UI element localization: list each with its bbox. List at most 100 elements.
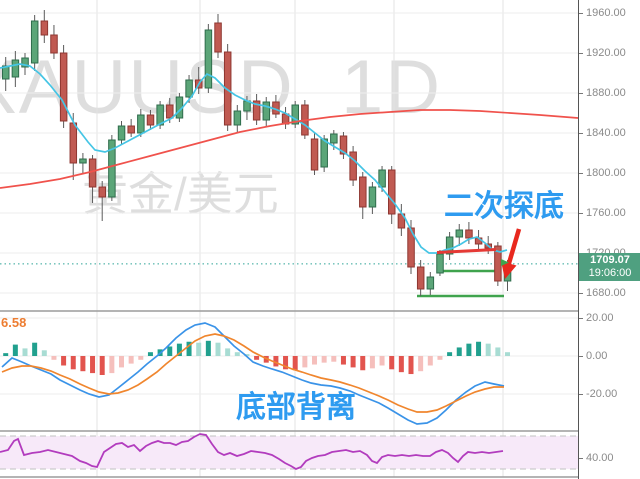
macd-histogram-bar (292, 356, 298, 371)
macd-histogram-bar (70, 356, 76, 370)
candle-body (214, 22, 222, 53)
oscillator-line (0, 433, 504, 471)
candle-body (117, 125, 126, 141)
macd-histogram-bar (408, 356, 414, 375)
candle-body (339, 135, 348, 155)
candle-body (252, 100, 261, 121)
candle-body (233, 110, 242, 126)
candle-body (416, 266, 425, 290)
macd-histogram-bar (244, 354, 250, 356)
macd-histogram-bar (418, 356, 424, 372)
axis-label: 1840.00 (586, 127, 626, 139)
axis-label: 40.00 (586, 452, 614, 464)
last-price: 1709.07 (590, 254, 630, 266)
candle-body (156, 104, 164, 126)
axis-label: 1680.00 (586, 287, 626, 299)
macd-histogram-bar (176, 343, 182, 356)
candle-body (108, 139, 116, 198)
macd-histogram-bar (22, 348, 28, 356)
axis-tick (579, 458, 583, 459)
macd-histogram-bar (12, 344, 18, 356)
annotation-double-bottom: 二次探底 (444, 190, 564, 223)
macd-histogram-bar (466, 343, 472, 356)
axis-label: 1880.00 (586, 87, 626, 99)
axis-tick (579, 394, 583, 395)
macd-histogram-bar (119, 356, 124, 368)
macd-histogram-bar (312, 356, 317, 365)
macd-histogram-bar (32, 342, 38, 356)
red-arrow-head (501, 261, 517, 279)
macd-histogram-bar (128, 356, 134, 364)
macd-histogram-bar (138, 356, 144, 360)
macd-histogram-bar (379, 356, 385, 366)
ma-slow-line (0, 109, 579, 189)
macd-histogram-bar (427, 356, 433, 366)
macd-histogram-bar (437, 356, 443, 360)
axis-tick (579, 93, 583, 94)
macd-histogram-bar (302, 356, 308, 368)
candle-body (320, 138, 328, 168)
axis-tick (579, 213, 583, 214)
macd-histogram-bar (167, 346, 173, 356)
axis-label: 20.00 (586, 312, 614, 324)
axis-label: 1960.00 (586, 7, 626, 19)
candle-body (291, 104, 299, 125)
candle-body (127, 125, 135, 134)
macd-histogram-bar (225, 348, 231, 356)
candle-body (137, 114, 145, 134)
macd-histogram-bar (196, 342, 202, 356)
price-axis[interactable]: 1709.07 19:06:00 1960.00 1920.00 1880.00 18… (578, 0, 640, 479)
macd-histogram-bar (360, 356, 366, 371)
candle-body (407, 227, 415, 268)
macd-histogram-bar (80, 356, 86, 372)
candle-body (79, 158, 87, 164)
candle-body (11, 59, 20, 78)
macd-histogram-bar (398, 356, 404, 373)
macd-histogram-bar (505, 352, 510, 356)
macd-histogram-bar (273, 356, 279, 367)
macd-histogram-bar (447, 352, 453, 356)
candle-body (455, 229, 464, 238)
candle-body (445, 236, 454, 255)
candle-body (185, 79, 193, 98)
axis-label: 1920.00 (586, 47, 626, 59)
axis-tick (579, 356, 583, 357)
macd-histogram-bar (109, 356, 115, 374)
macd-histogram-bar (3, 353, 9, 356)
macd-histogram-bar (215, 342, 221, 356)
candle-body (21, 57, 29, 68)
axis-label: -20.00 (586, 388, 618, 400)
last-price-badge: 1709.07 19:06:00 (579, 253, 640, 281)
candle-body (59, 52, 68, 122)
annotation-bottom-divergence: 底部背离 (236, 391, 356, 424)
axis-label: 1800.00 (586, 167, 626, 179)
macd-histogram-bar (283, 356, 289, 370)
macd-histogram-bar (90, 356, 96, 374)
candle-body (30, 20, 39, 64)
macd-histogram-bar (350, 356, 356, 368)
candle-body (368, 186, 377, 208)
macd-histogram-bar (369, 356, 375, 369)
candle-body (146, 114, 155, 126)
axis-tick (579, 53, 583, 54)
macd-histogram-bar (456, 347, 462, 356)
macd-histogram-bar (61, 356, 67, 366)
candle-body (426, 276, 435, 290)
trend-line-red (436, 248, 497, 254)
macd-histogram-bar (340, 356, 346, 365)
axis-label: 1760.00 (586, 207, 626, 219)
macd-value-label: 6.58 (1, 315, 27, 330)
candle-body (40, 20, 49, 36)
red-arrow-shaft (506, 228, 522, 266)
axis-tick (579, 173, 583, 174)
axis-tick (579, 293, 583, 294)
macd-histogram-bar (186, 341, 192, 356)
candle-body (310, 138, 319, 171)
candle-body (349, 151, 357, 181)
macd-signal-line (1, 333, 504, 413)
macd-histogram-bar (476, 341, 482, 356)
macd-histogram-bar (51, 356, 57, 360)
macd-histogram-bar (485, 343, 491, 356)
